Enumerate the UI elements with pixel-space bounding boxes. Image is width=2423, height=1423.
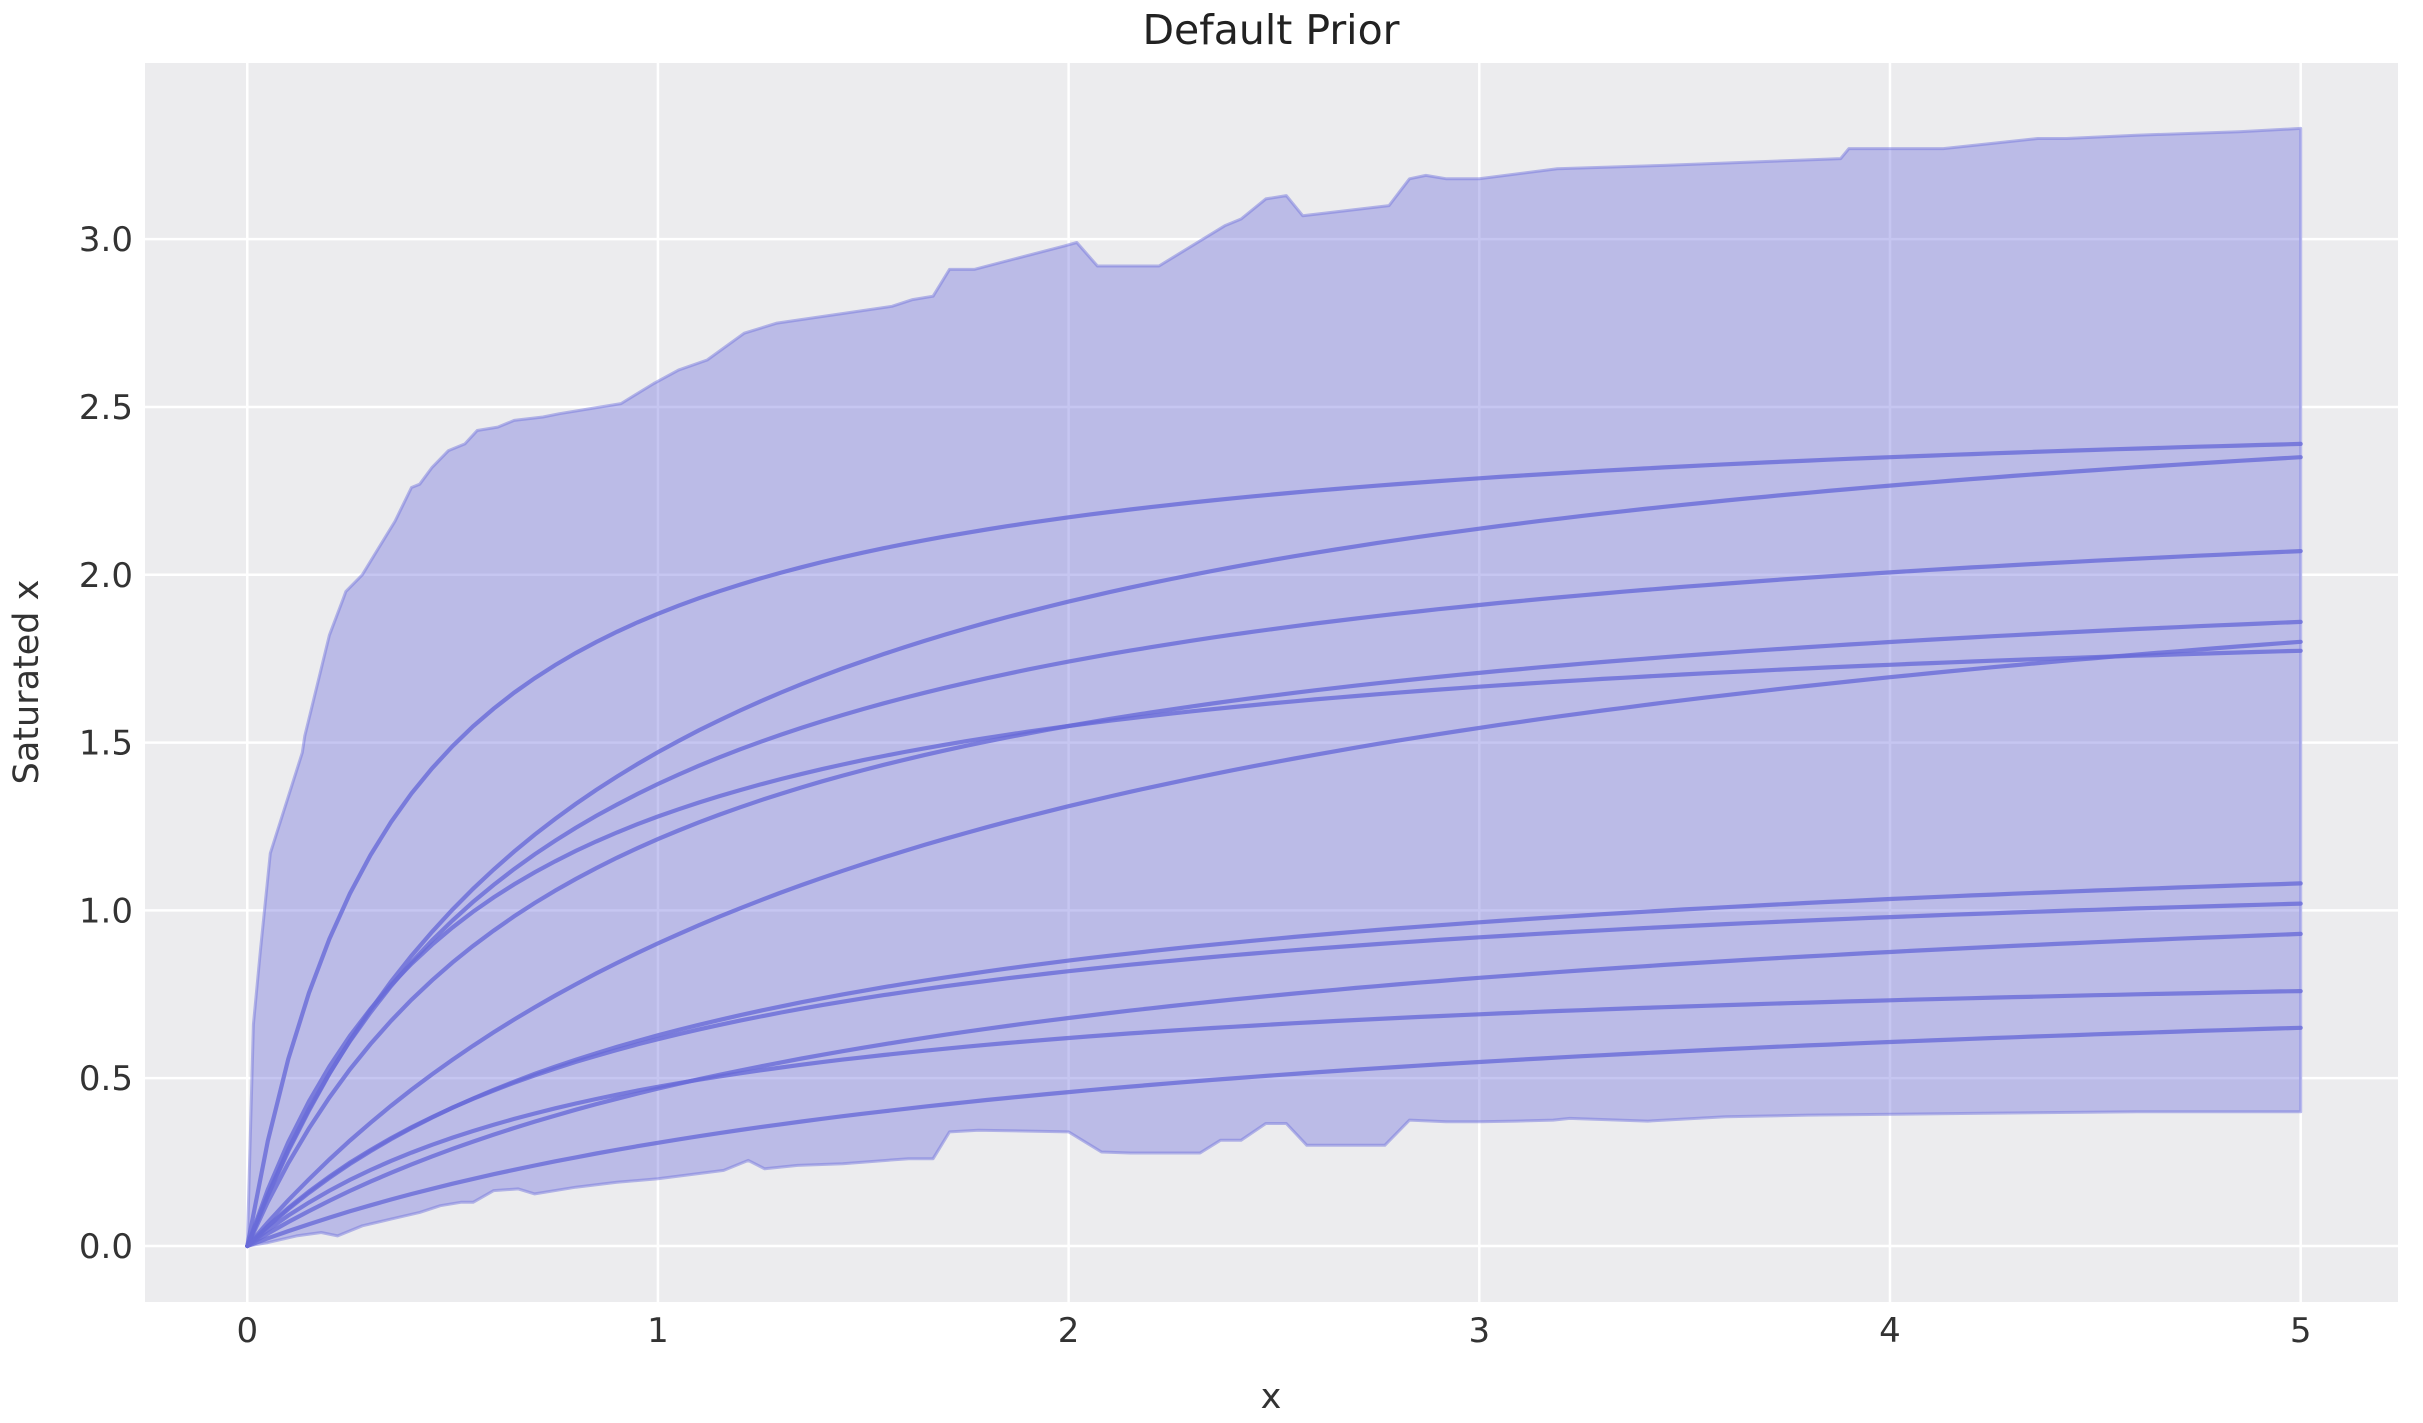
y-tick-label: 3.0: [79, 220, 133, 260]
saturation-curve: [245, 619, 2303, 1249]
x-tick-label: 1: [647, 1311, 669, 1351]
saturation-curve: [245, 988, 2303, 1249]
y-tick-label: 0.5: [79, 1059, 133, 1099]
y-tick-label: 1.5: [79, 724, 133, 764]
x-axis-label: x: [1261, 1377, 1282, 1417]
saturation-curve: [245, 931, 2303, 1249]
saturation-curve: [245, 1025, 2303, 1249]
prior-sample-curves: [245, 441, 2303, 1249]
saturation-curve: [245, 548, 2303, 1249]
y-tick-label: 2.5: [79, 388, 133, 428]
x-tick-label: 3: [1468, 1311, 1490, 1351]
saturation-curve: [245, 639, 2303, 1249]
y-tick-label: 1.0: [79, 891, 133, 931]
y-tick-label: 0.0: [79, 1227, 133, 1267]
axis-ticks: 0 1 2 3 4 5 0.0 0.5 1.0 1.5 2.0 2.5 3.0: [79, 220, 2312, 1351]
saturation-curve: [245, 441, 2303, 1249]
prior-envelope-band: [245, 126, 2303, 1248]
y-tick-label: 2.0: [79, 556, 133, 596]
y-axis-label: Saturated x: [7, 580, 47, 785]
saturation-curve: [245, 901, 2303, 1249]
saturation-curve: [245, 455, 2303, 1249]
x-tick-label: 4: [1879, 1311, 1901, 1351]
x-tick-label: 0: [236, 1311, 258, 1351]
x-tick-label: 2: [1058, 1311, 1080, 1351]
chart-title: Default Prior: [1142, 6, 1399, 54]
plot-background: [145, 63, 2398, 1302]
plot-area: [145, 63, 2398, 1302]
x-tick-label: 5: [2290, 1311, 2312, 1351]
saturation-curve: [245, 881, 2303, 1249]
saturation-curve: [245, 648, 2303, 1249]
